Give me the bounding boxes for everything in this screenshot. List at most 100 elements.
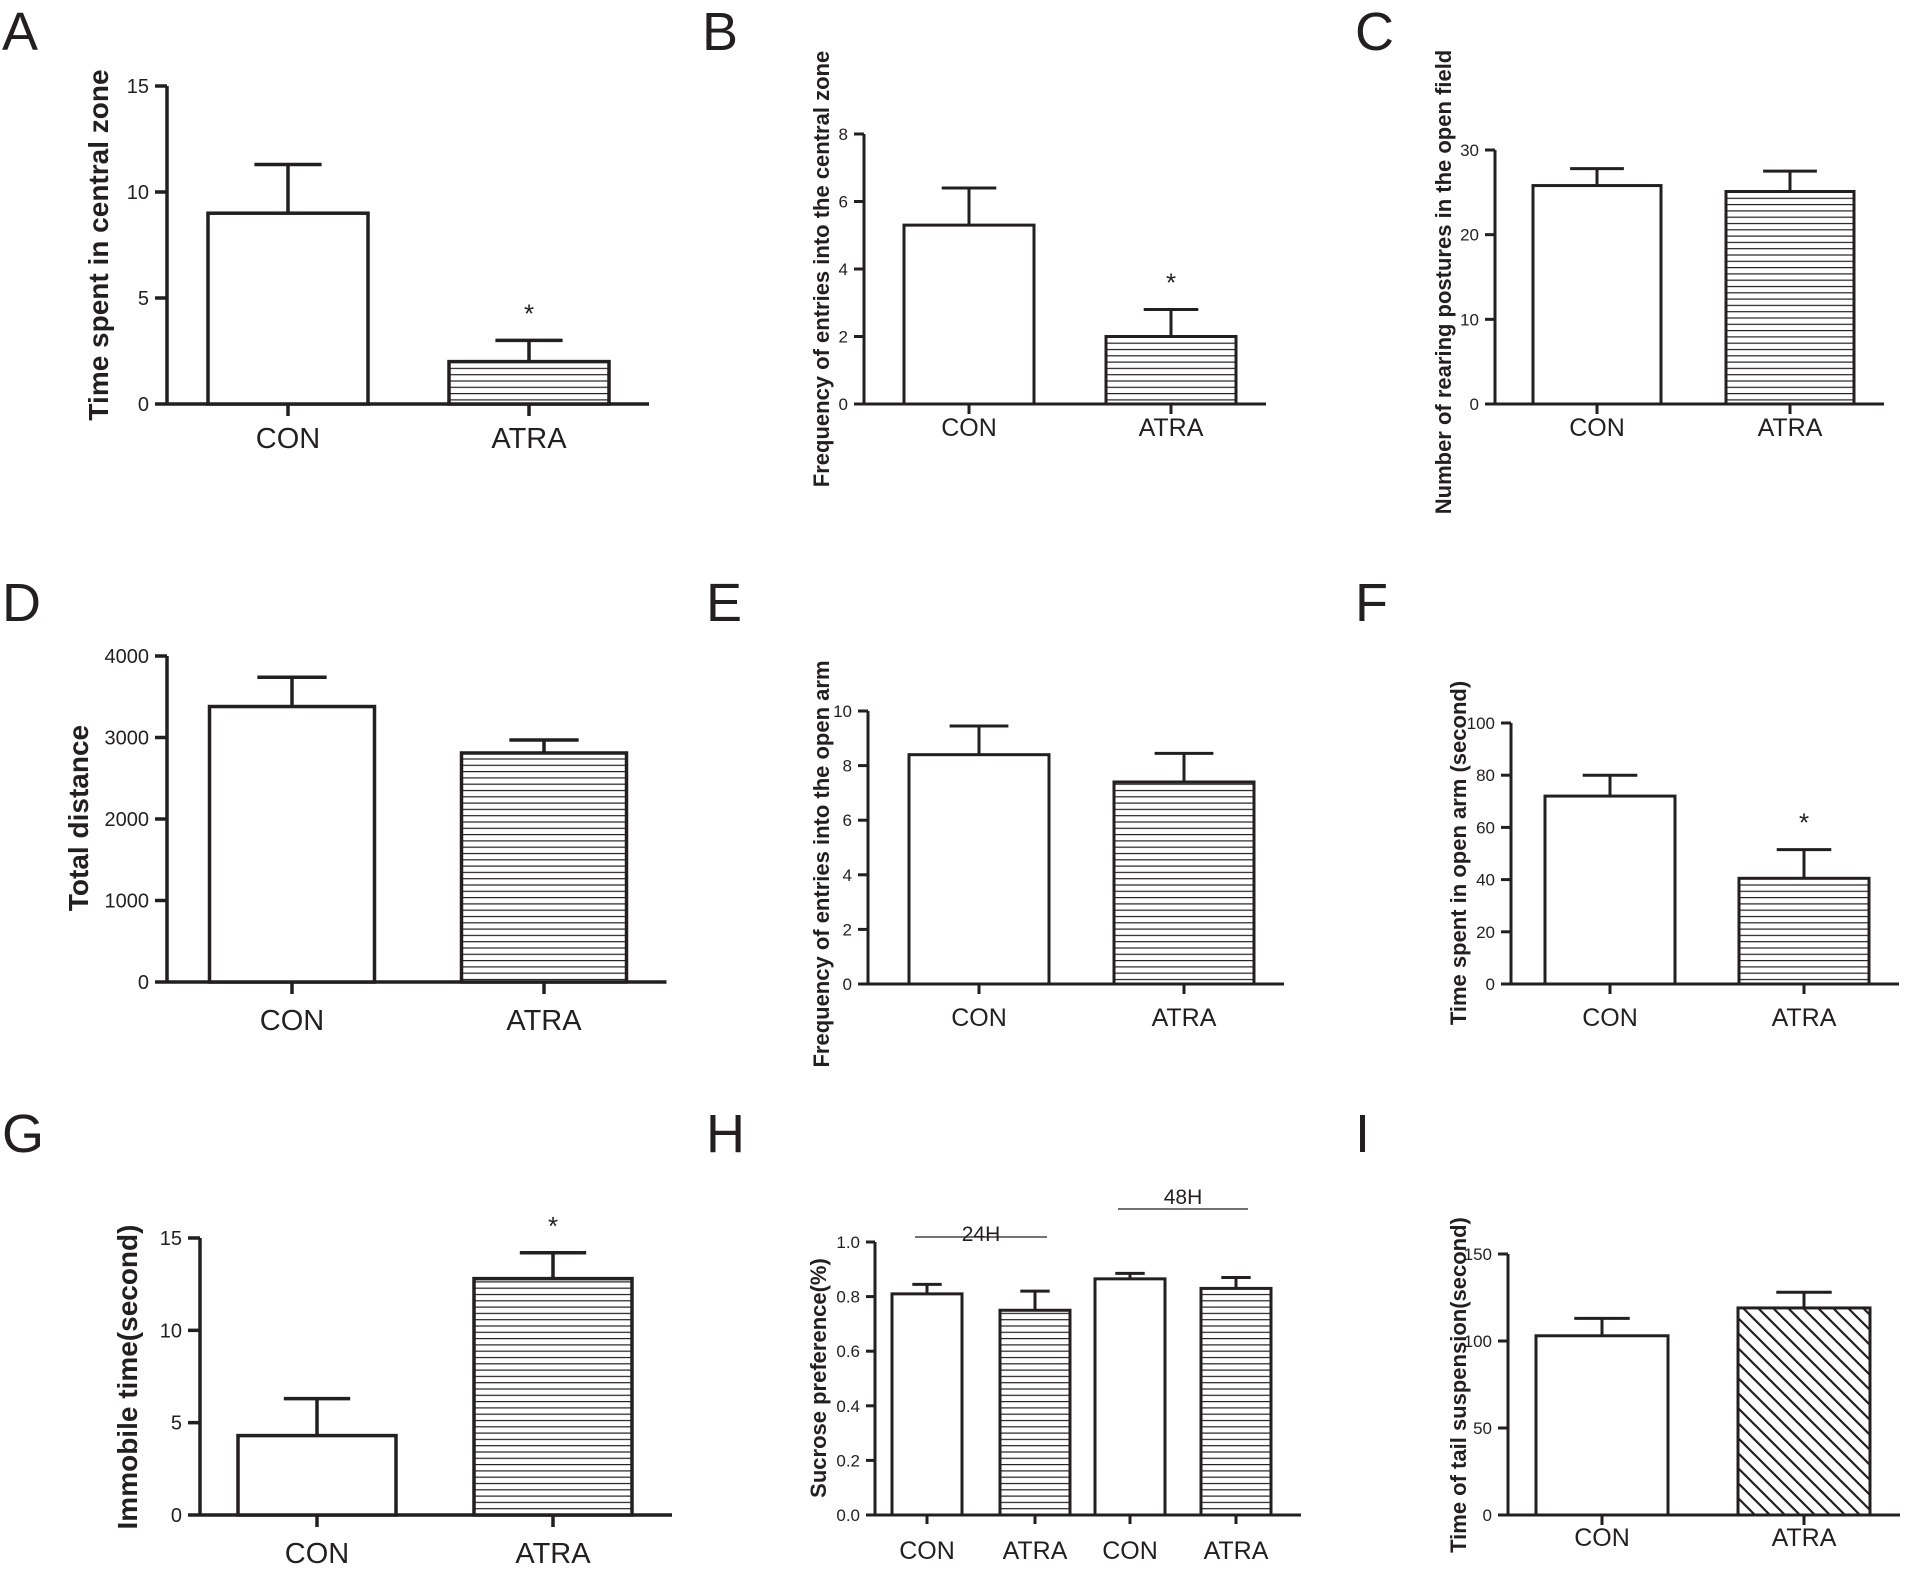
y-tick-label: 0	[138, 394, 149, 416]
y-tick-label: 0	[171, 1505, 182, 1527]
y-tick-label: 100	[1464, 1332, 1492, 1351]
bar-atra	[459, 751, 629, 984]
y-tick-label: 4	[843, 866, 852, 885]
panel-letter: F	[1355, 573, 1388, 633]
y-tick-label: 0	[843, 975, 852, 994]
panel-e: E Frequency of entries into the open arm 0…	[706, 573, 1284, 1068]
y-tick-label: 0.4	[836, 1397, 860, 1416]
panel-f: F Time spent in open arm (second) 0 20 40 60 8…	[1355, 573, 1899, 1032]
bar-atra	[1199, 1286, 1273, 1517]
y-tick-label: 0	[839, 395, 848, 414]
y-tick-label: 0	[1483, 1506, 1492, 1525]
panel-b: B Frequency of entries into the central z…	[702, 2, 1266, 487]
bar-con	[206, 211, 370, 406]
panel-letter: H	[706, 1104, 745, 1164]
category-label: CON	[899, 1537, 955, 1565]
panel-letter: A	[2, 2, 38, 62]
significance-marker: *	[524, 298, 534, 328]
panel-letter: E	[706, 573, 742, 633]
y-tick-label: 0	[138, 972, 149, 994]
panel-letter: C	[1355, 2, 1394, 62]
y-axis-label: Total distance	[63, 725, 94, 911]
panel-letter: I	[1355, 1104, 1370, 1164]
y-axis-label: Frequency of entries into the open arm	[809, 660, 834, 1067]
panel-c: C Number of rearing postures in the open …	[1355, 2, 1884, 514]
y-axis-label: Time of tail suspension(second)	[1446, 1217, 1471, 1553]
panel-h: H Sucrose preference(%) 0.0 0.2 0.4 0.6 0.8 1.0…	[706, 1104, 1301, 1565]
y-tick-label: 60	[1476, 818, 1495, 837]
y-tick-label: 0.2	[836, 1451, 860, 1470]
bar-atra	[1737, 876, 1871, 986]
y-tick-label: 6	[839, 193, 848, 212]
y-tick-label: 2	[843, 920, 852, 939]
bar-atra	[1104, 335, 1238, 406]
y-tick-label: 80	[1476, 766, 1495, 785]
category-label: ATRA	[1758, 414, 1823, 442]
category-label: CON	[1569, 414, 1625, 442]
y-tick-label: 40	[1476, 871, 1495, 890]
y-tick-label: 5	[171, 1413, 182, 1435]
y-axis-label: Sucrose preference(%)	[806, 1258, 831, 1498]
category-label: ATRA	[1204, 1537, 1269, 1565]
y-tick-label: 20	[1476, 923, 1495, 942]
bar-con	[1531, 184, 1663, 406]
category-label: CON	[941, 414, 997, 442]
bar-con	[207, 704, 377, 984]
y-tick-label: 6	[843, 811, 852, 830]
y-axis-label: Time spent in central zone	[83, 69, 114, 420]
y-tick-label: 10	[833, 702, 852, 721]
y-tick-label: 4000	[105, 646, 150, 668]
y-tick-label: 15	[127, 76, 149, 98]
panel-d: D Total distance 0 1000 2000 3000 4000 CON ATRA	[2, 573, 667, 1037]
y-tick-label: 8	[839, 125, 848, 144]
category-label: ATRA	[1772, 1004, 1837, 1032]
bar-con	[907, 753, 1051, 986]
y-tick-label: 1000	[105, 891, 150, 913]
panel-letter: D	[2, 573, 41, 633]
bar-atra	[1724, 189, 1856, 406]
panel-a: A Time spent in central zone 0 5 10 15 CON ATRA…	[2, 2, 649, 455]
group-label: 48H	[1164, 1186, 1203, 1209]
category-label: ATRA	[1772, 1524, 1837, 1552]
bar-con	[1543, 794, 1677, 986]
bar-con	[1534, 1334, 1670, 1517]
y-axis-label: Number of rearing postures in the open f…	[1431, 50, 1456, 515]
bar-atra	[998, 1308, 1072, 1517]
y-tick-label: 100	[1467, 714, 1495, 733]
y-tick-label: 150	[1464, 1245, 1492, 1264]
bar-con	[236, 1433, 398, 1517]
category-label: CON	[260, 1005, 324, 1037]
category-label: CON	[951, 1004, 1007, 1032]
y-tick-label: 10	[160, 1320, 182, 1342]
y-axis-label: Time spent in open arm (second)	[1446, 681, 1471, 1025]
category-label: CON	[1102, 1537, 1158, 1565]
panel-g: G Immobile time(second) 0 5 10 15 CON ATRA *	[2, 1104, 672, 1570]
category-label: ATRA	[491, 423, 567, 455]
bar-atra	[1736, 1306, 1872, 1517]
category-label: ATRA	[506, 1005, 582, 1037]
y-tick-label: 50	[1473, 1419, 1492, 1438]
significance-marker: *	[1799, 808, 1809, 838]
group-label: 24H	[962, 1223, 1001, 1246]
y-tick-label: 0	[1470, 395, 1479, 414]
category-label: CON	[256, 423, 320, 455]
y-tick-label: 1.0	[836, 1233, 860, 1252]
bar-con	[1093, 1277, 1167, 1517]
y-tick-label: 0	[1486, 975, 1495, 994]
y-tick-label: 2	[839, 328, 848, 347]
y-tick-label: 0.6	[836, 1342, 860, 1361]
bar-atra	[447, 359, 611, 406]
category-label: ATRA	[515, 1538, 591, 1570]
significance-marker: *	[548, 1211, 558, 1241]
y-tick-label: 3000	[105, 728, 150, 750]
bar-atra	[472, 1276, 634, 1517]
y-tick-label: 0.0	[836, 1506, 860, 1525]
y-tick-label: 2000	[105, 809, 150, 831]
bar-atra	[1112, 780, 1256, 986]
y-axis-label: Immobile time(second)	[112, 1225, 143, 1530]
y-tick-label: 15	[160, 1228, 182, 1250]
y-tick-label: 10	[127, 182, 149, 204]
category-label: CON	[1574, 1524, 1630, 1552]
y-tick-label: 5	[138, 288, 149, 310]
